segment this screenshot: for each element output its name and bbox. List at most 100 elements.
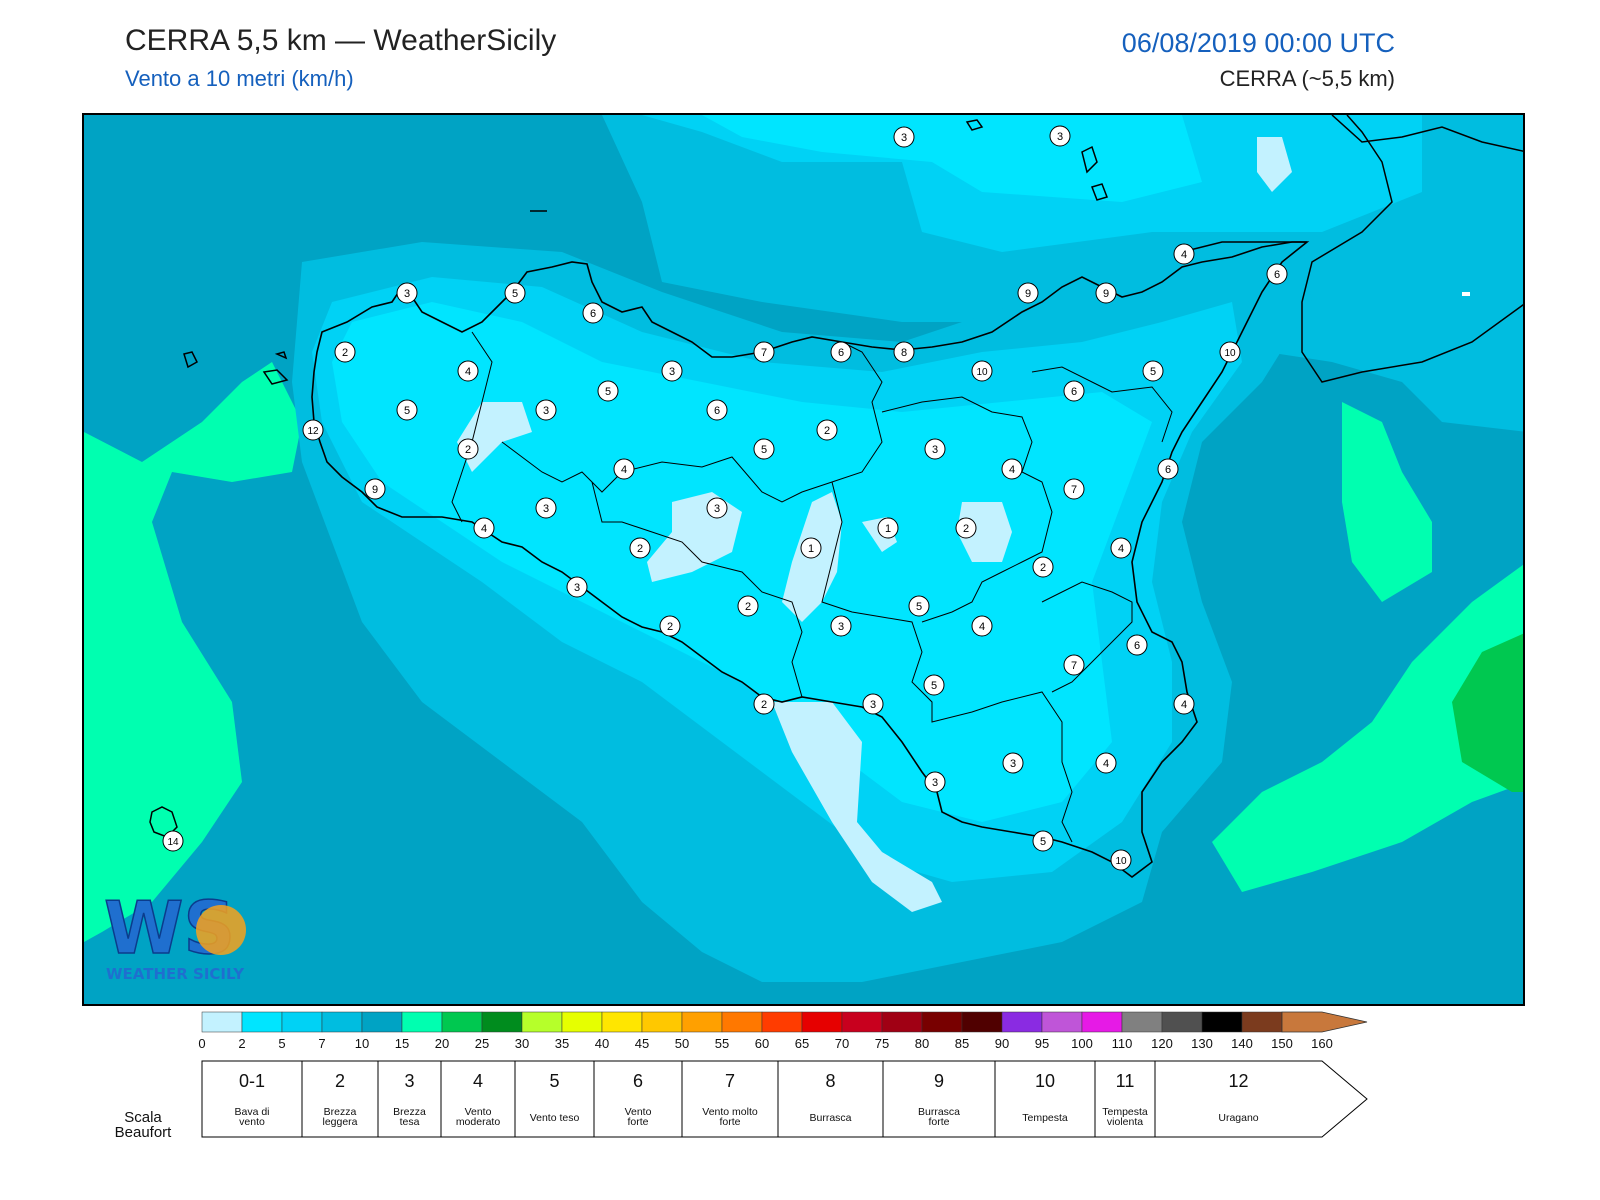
beaufort-number: 0-1	[239, 1071, 265, 1091]
wind-label-circle	[613, 458, 635, 480]
wind-label-circle	[753, 341, 775, 363]
colorbar-swatch	[1081, 1011, 1123, 1033]
wind-label-circle	[1110, 537, 1132, 559]
wind-label-value: 4	[621, 464, 627, 476]
wind-speed-label: 10	[971, 360, 993, 382]
wind-speed-label: 4	[457, 360, 479, 382]
wind-label-circle	[893, 126, 915, 148]
wind-label-value: 3	[932, 444, 938, 456]
beaufort-frame	[201, 1060, 1368, 1138]
wind-label-value: 6	[1274, 269, 1280, 281]
wind-speed-label: 7	[1063, 478, 1085, 500]
ionian-green-patch	[1212, 564, 1523, 892]
colorbar-tick-label: 60	[755, 1036, 769, 1051]
wind-speed-label: 3	[830, 615, 852, 637]
wind-label-value: 5	[404, 405, 410, 417]
beaufort-name: Burrasca	[918, 1106, 960, 1118]
wind-label-value: 2	[637, 543, 643, 555]
colorbar-tick-label: 75	[875, 1036, 889, 1051]
wind-label-value: 3	[870, 699, 876, 711]
wind-speed-label: 9	[1017, 282, 1039, 304]
wind-label-value: 3	[669, 366, 675, 378]
wind-label-circle	[1032, 830, 1054, 852]
colorbar-tick-label: 80	[915, 1036, 929, 1051]
wind-speed-label: 3	[862, 693, 884, 715]
wind-speed-label: 3	[893, 126, 915, 148]
colorbar-tick-label: 40	[595, 1036, 609, 1051]
wind-speed-label: 3	[535, 399, 557, 421]
wind-speed-label: 4	[1110, 537, 1132, 559]
beaufort-name: Brezza	[324, 1106, 357, 1118]
wind-label-value: 10	[1224, 348, 1236, 359]
wind-label-circle	[816, 419, 838, 441]
wind-label-value: 8	[901, 347, 907, 359]
wind-speed-label: 7	[1063, 654, 1085, 676]
colorbar-swatch	[761, 1011, 803, 1033]
colorbar-tick-label: 120	[1151, 1036, 1173, 1051]
colorbar-tick-label: 150	[1271, 1036, 1293, 1051]
wind-speed-label: 5	[908, 595, 930, 617]
colorbar-tick-label: 7	[318, 1036, 325, 1051]
wind-label-circle	[877, 517, 899, 539]
colorbar-swatch	[801, 1011, 843, 1033]
wind-speed-label: 3	[1002, 752, 1024, 774]
wind-speed-label: 6	[1266, 263, 1288, 285]
wind-label-value: 3	[838, 621, 844, 633]
beaufort-number: 4	[473, 1071, 483, 1091]
wind-map: 3 3 4 6 3 5 6 9 9 2 7 6 8 10 10 4 3 5 5 6 5 3 6 12 2 2 5 3 4 4 7 6 9 3 3 1 2…	[82, 113, 1525, 1006]
calm-patch-east	[957, 502, 1012, 562]
weathersicily-logo: WS WEATHER SICILY	[103, 885, 246, 983]
wind-speed-label: 5	[504, 282, 526, 304]
wind-label-value: 4	[1103, 758, 1109, 770]
beaufort-label: Scala Beaufort	[114, 1109, 172, 1141]
wind-label-circle	[1173, 693, 1195, 715]
wind-label-value: 2	[761, 699, 767, 711]
wind-label-circle	[1017, 282, 1039, 304]
island-salina	[965, 119, 984, 131]
colorbar-swatch	[561, 1011, 603, 1033]
wind-label-circle	[955, 517, 977, 539]
east-green-patch	[1342, 402, 1432, 602]
colorbar-swatch	[1161, 1011, 1203, 1033]
wind-label-value: 6	[1071, 386, 1077, 398]
colorbar-swatch	[1241, 1011, 1283, 1033]
wind-label-circle	[1126, 634, 1148, 656]
wind-label-circle	[1032, 556, 1054, 578]
wind-speed-label: 3	[535, 497, 557, 519]
wind-label-circle	[302, 419, 324, 441]
wind-label-value: 2	[465, 444, 471, 456]
colorbar-tick-label: 160	[1311, 1036, 1333, 1051]
beaufort-name: Vento	[625, 1106, 652, 1118]
wind-label-value: 3	[404, 288, 410, 300]
wind-label-value: 4	[979, 621, 985, 633]
wind-label-circle	[364, 478, 386, 500]
wind-label-circle	[753, 438, 775, 460]
wind-speed-label: 14	[162, 830, 184, 852]
wind-label-value: 3	[574, 582, 580, 594]
sicily-coastline	[311, 241, 1310, 878]
wind-label-value: 2	[1040, 562, 1046, 574]
beaufort-name: vento	[239, 1116, 265, 1128]
wind-label-circle	[473, 517, 495, 539]
wind-label-value: 6	[1165, 464, 1171, 476]
wind-label-value: 3	[901, 132, 907, 144]
wind-label-value: 9	[372, 484, 378, 496]
wind-label-circle	[862, 693, 884, 715]
colorbar-swatch	[841, 1011, 883, 1033]
wind-label-circle	[535, 497, 557, 519]
wind-label-value: 3	[932, 777, 938, 789]
wind-label-circle	[753, 693, 775, 715]
wind-speed-label: 5	[1142, 360, 1164, 382]
wind-label-circle	[737, 595, 759, 617]
wind-label-circle	[1219, 341, 1241, 363]
wind-label-value: 9	[1103, 288, 1109, 300]
wind-label-circle	[830, 615, 852, 637]
colorbar-tick-label: 5	[278, 1036, 285, 1051]
wind-speed-label: 9	[364, 478, 386, 500]
wind-speed-label: 3	[566, 576, 588, 598]
colorbar-tick-label: 50	[675, 1036, 689, 1051]
wind-speed-colorbar: 0 2 5 7 10 15 20 25 30 35 40 45 50 55 60 65 70 75 80 85 90 95…	[198, 1011, 1368, 1051]
colorbar-swatch	[481, 1011, 523, 1033]
wind-label-circle	[706, 497, 728, 519]
colorbar-swatch	[881, 1011, 923, 1033]
